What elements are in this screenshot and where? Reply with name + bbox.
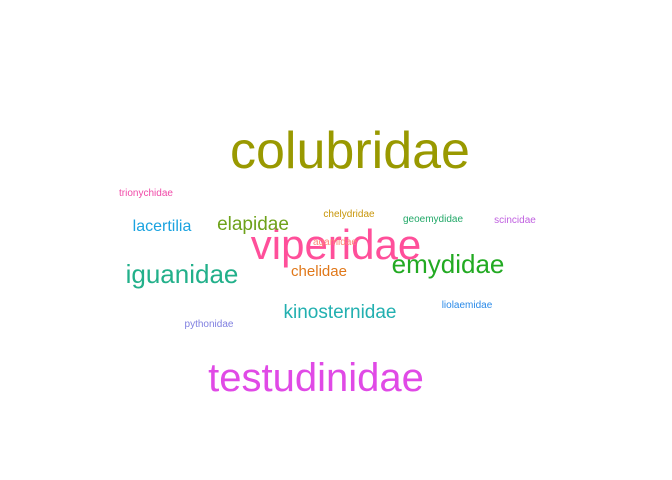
word-pythonidae: pythonidae [185,319,234,330]
word-elapidae: elapidae [217,214,289,235]
word-emydidae: emydidae [392,249,505,279]
word-geoemydidae: geoemydidae [403,214,463,225]
word-kinosternidae: kinosternidae [283,302,396,323]
word-agamidae: agamidae [313,237,357,248]
word-scincidae: scincidae [494,215,536,226]
word-cloud-words: colubridae viperidae testudinidae emydidae i… [119,122,536,400]
word-iguanidae: iguanidae [126,259,239,289]
word-trionychidae: trionychidae [119,188,173,199]
word-testudinidae: testudinidae [208,356,424,400]
word-colubridae: colubridae [230,122,470,180]
word-lacertilia: lacertilia [133,218,192,235]
word-viperidae: viperidae [251,221,421,268]
word-chelidae: chelidae [291,263,347,280]
word-liolaemidae: liolaemidae [442,300,493,311]
word-chelydridae: chelydridae [323,209,375,220]
